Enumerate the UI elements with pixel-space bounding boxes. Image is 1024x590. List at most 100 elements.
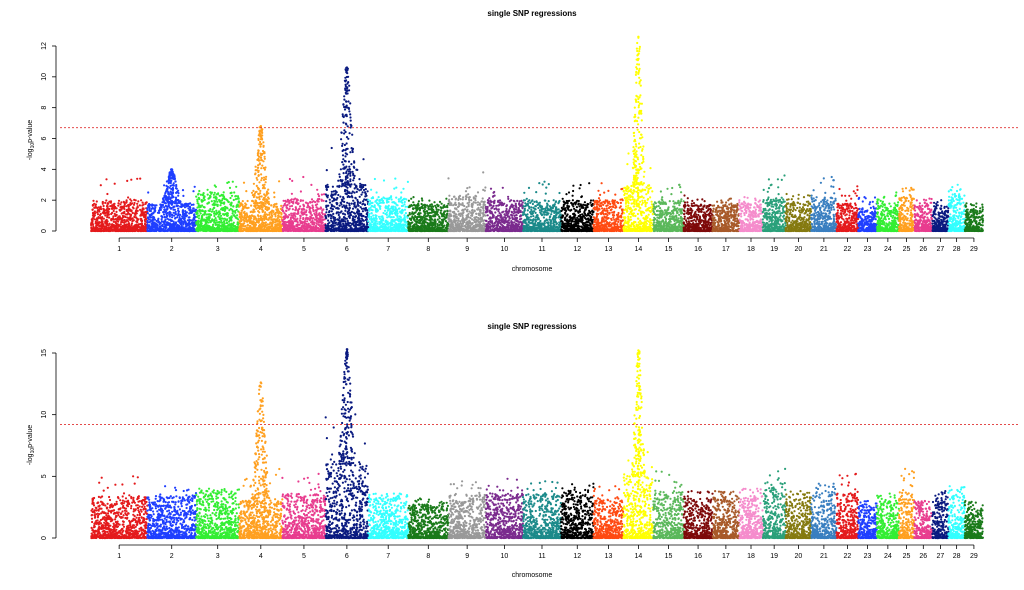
x-tick-label: 6: [345, 553, 349, 560]
x-tick-label: 14: [634, 553, 642, 560]
snp-points: [90, 35, 985, 233]
y-tick-label: 0: [41, 536, 48, 540]
chromosome-8-points: [407, 196, 450, 233]
chromosome-27-points: [931, 199, 950, 233]
x-tick-label: 25: [903, 246, 911, 253]
x-tick-label: 27: [937, 553, 945, 560]
chromosome-20-points: [784, 192, 813, 233]
chromosome-18-points: [738, 487, 764, 540]
x-tick-label: 19: [770, 553, 778, 560]
chromosome-23-points: [857, 499, 878, 540]
chromosome-8-points: [407, 497, 450, 540]
chromosome-2-points: [146, 485, 198, 540]
chromosome-19-points: [761, 174, 787, 233]
y-tick-label: 12: [41, 42, 48, 50]
y-ticks: 0 5 10 15: [41, 349, 56, 540]
x-tick-label: 17: [722, 246, 730, 253]
x-tick-label: 5: [302, 553, 306, 560]
x-tick-label: 26: [919, 553, 927, 560]
x-tick-label: 28: [953, 553, 961, 560]
chromosome-12-points: [560, 182, 595, 233]
chromosome-25-points: [897, 467, 916, 540]
chromosome-26-points: [913, 499, 934, 540]
x-tick-label: 1: [117, 246, 121, 253]
chromosome-25-points: [897, 186, 916, 233]
chromosome-16-points: [682, 194, 714, 233]
plot-title: single SNP regressions: [487, 322, 577, 331]
y-tick-label: 10: [41, 73, 48, 81]
x-tick-label: 29: [970, 553, 978, 560]
x-tick-label: 23: [864, 246, 872, 253]
chromosome-13-points: [592, 485, 625, 540]
x-tick-label: 8: [426, 246, 430, 253]
x-tick-label: 7: [386, 553, 390, 560]
x-tick-label: 25: [903, 553, 911, 560]
x-tick-label: 2: [170, 246, 174, 253]
x-tick-label: 4: [259, 553, 263, 560]
y-tick-label: 4: [41, 167, 48, 171]
x-tick-label: 10: [500, 553, 508, 560]
x-tick-label: 23: [864, 553, 872, 560]
chromosome-29-points: [963, 202, 985, 233]
plot-title: single SNP regressions: [487, 9, 577, 18]
chromosome-11-points: [521, 480, 563, 540]
x-tick-label: 18: [747, 553, 755, 560]
x-tick-label: 15: [665, 246, 673, 253]
chromosome-13-points: [592, 182, 625, 233]
x-tick-label: 29: [970, 246, 978, 253]
x-tick-label: 16: [694, 553, 702, 560]
chromosome-2-points: [146, 168, 198, 233]
chromosome-4-points: [238, 125, 284, 233]
chromosome-23-points: [857, 196, 878, 233]
x-tick-label: 10: [500, 246, 508, 253]
x-tick-label: 9: [465, 246, 469, 253]
x-tick-label: 22: [844, 246, 852, 253]
chromosome-6-points: [324, 348, 370, 540]
chromosome-24-points: [875, 191, 900, 233]
y-tick-label: 0: [41, 229, 48, 233]
x-tick-label: 3: [216, 246, 220, 253]
chromosome-17-points: [711, 490, 741, 540]
x-tick-label: 3: [216, 553, 220, 560]
x-tick-label: 24: [884, 553, 892, 560]
x-tick-label: 9: [465, 553, 469, 560]
x-tick-label: 12: [573, 553, 581, 560]
chromosome-22-points: [835, 185, 860, 233]
chromosome-17-points: [711, 197, 741, 233]
chromosome-11-points: [521, 180, 563, 233]
x-tick-label: 5: [302, 246, 306, 253]
x-ticks: 1 2 3 4 5 6 7 8 9 10 11 12 13 14 15 16 17 18 19 20 21 22 23 24 2…: [117, 545, 978, 560]
x-tick-label: 17: [722, 553, 730, 560]
x-tick-label: 6: [345, 246, 349, 253]
chromosome-14-points: [622, 349, 655, 540]
y-tick-label: 8: [41, 106, 48, 110]
x-tick-label: 15: [665, 553, 673, 560]
chromosome-4-points: [238, 381, 284, 540]
x-ticks: 1 2 3 4 5 6 7 8 9 10 11 12 13 14 15 16 17 18 19 20 21 22 23 24 2…: [117, 238, 978, 253]
chromosome-9-points: [447, 480, 487, 540]
x-tick-label: 22: [844, 553, 852, 560]
chromosome-6-points: [324, 66, 370, 233]
chromosome-28-points: [947, 183, 966, 233]
chromosome-19-points: [761, 467, 787, 540]
chromosome-16-points: [682, 490, 714, 540]
y-tick-label: 5: [41, 474, 48, 478]
y-ticks: 0 2 4 6 8 10 12: [41, 42, 56, 233]
x-tick-label: 1: [117, 553, 121, 560]
chromosome-5-points: [281, 175, 327, 233]
chromosome-1-points: [90, 177, 149, 233]
chromosome-9-points: [447, 171, 487, 233]
chromosome-29-points: [963, 499, 985, 540]
chromosome-12-points: [560, 482, 595, 540]
chromosome-18-points: [738, 196, 764, 233]
x-tick-label: 16: [694, 246, 702, 253]
x-tick-label: 7: [386, 246, 390, 253]
y-tick-label: 15: [41, 349, 48, 357]
x-tick-label: 4: [259, 246, 263, 253]
chromosome-26-points: [913, 197, 934, 233]
chromosome-10-points: [484, 186, 524, 233]
x-tick-label: 21: [820, 553, 828, 560]
x-tick-label: 13: [605, 553, 613, 560]
